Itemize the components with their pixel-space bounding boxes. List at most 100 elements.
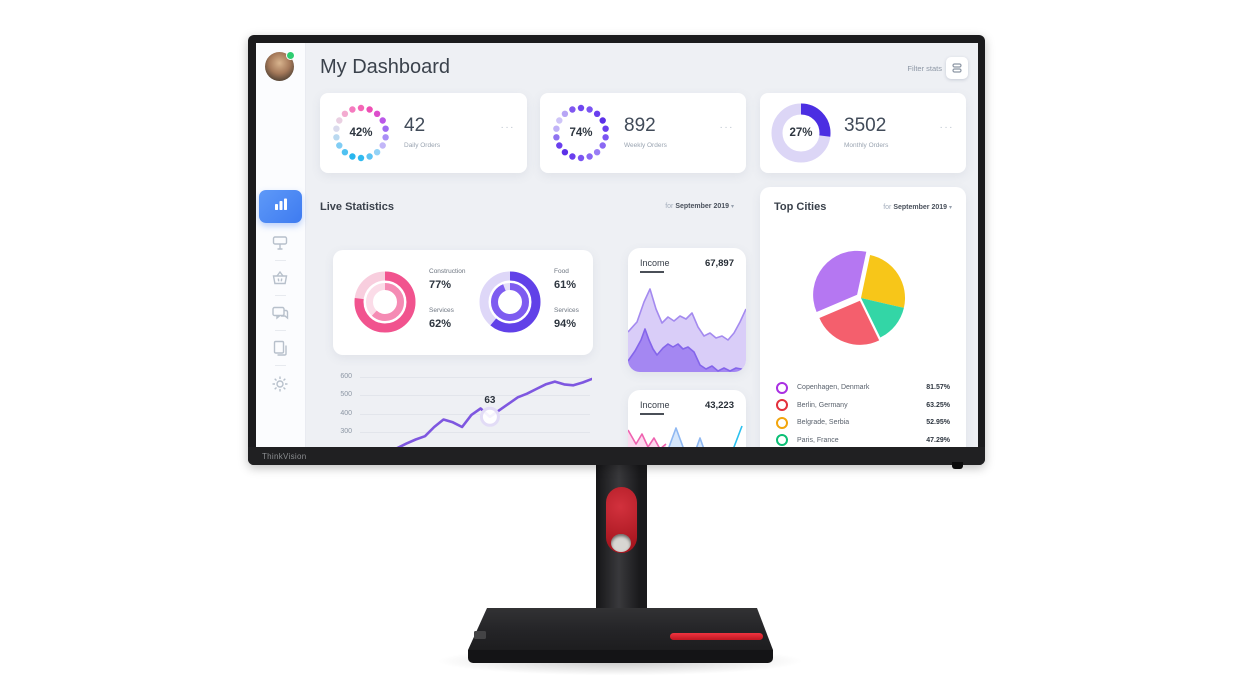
legend-pct: 81.57% <box>926 384 950 392</box>
legend-row: Berlin, Germany 63.25% <box>760 397 966 415</box>
legend-city: Berlin, Germany <box>797 401 848 409</box>
brand-logo: ThinkVision <box>262 451 307 461</box>
income-value: 43,223 <box>704 400 734 411</box>
y-axis-tick: 300 <box>340 428 352 435</box>
donut-label: Services <box>554 307 579 314</box>
legend-ring-icon <box>776 399 788 412</box>
income-label: Income <box>640 400 670 415</box>
top-cities-card: Top Cities for September 2019 ▾ Copenhag… <box>760 187 966 447</box>
income-label: Income <box>640 258 670 273</box>
screen: My Dashboard Filter stats 42% 42 Daily O… <box>256 43 978 447</box>
gridline <box>360 432 590 433</box>
filter-icon <box>952 63 962 73</box>
y-axis-tick: 400 <box>340 410 352 417</box>
bar-chart-icon <box>272 195 290 218</box>
daily-orders-ring <box>333 104 389 162</box>
power-button[interactable] <box>952 462 963 469</box>
page-title: My Dashboard <box>320 56 451 78</box>
live-statistics-title: Live Statistics <box>320 201 394 213</box>
donut-percent: 94% <box>554 318 577 330</box>
ring-percent: 42% <box>349 127 373 139</box>
base-red-stripe <box>670 633 763 640</box>
legend-city: Copenhagen, Denmark <box>797 384 870 392</box>
legend-ring-icon <box>776 434 788 447</box>
sidebar-item-settings[interactable] <box>269 373 291 395</box>
construction-services-donut <box>354 271 416 333</box>
pie-legend: Copenhagen, Denmark 81.57% Berlin, Germa… <box>760 379 966 447</box>
stat-label: Monthly Orders <box>844 142 889 149</box>
gridline <box>360 377 590 378</box>
legend-row: Paris, France 47.29% <box>760 432 966 448</box>
sidebar-item-analytics[interactable] <box>259 190 302 223</box>
bezel-bottom: ThinkVision <box>248 447 985 465</box>
signpost-icon <box>272 236 288 250</box>
income-value: 67,897 <box>704 258 734 269</box>
legend-city: Paris, France <box>797 436 839 444</box>
card-menu-button[interactable]: ··· <box>719 122 734 133</box>
sidebar-item-orders[interactable] <box>269 267 291 289</box>
stat-card-monthly: 27% 3502 Monthly Orders ··· <box>760 93 966 173</box>
sidebar <box>256 43 306 447</box>
divider <box>275 330 286 331</box>
legend-ring-icon <box>776 416 788 429</box>
svg-text:63: 63 <box>484 395 496 406</box>
legend-pct: 52.95% <box>926 419 950 427</box>
chat-icon <box>272 306 289 320</box>
donut-label: Services <box>429 307 454 314</box>
sidebar-item-documents[interactable] <box>269 337 291 359</box>
monitor-bezel: My Dashboard Filter stats 42% 42 Daily O… <box>248 35 985 469</box>
y-axis-tick: 600 <box>340 373 352 380</box>
food-services-donut <box>479 271 541 333</box>
y-axis-tick: 500 <box>340 391 352 398</box>
monthly-orders-ring <box>771 103 831 163</box>
top-cities-title: Top Cities <box>774 201 827 213</box>
basket-icon <box>272 270 288 285</box>
trend-line-chart: 63 <box>396 377 592 447</box>
weekly-orders-ring <box>553 104 609 162</box>
monitor-base-front <box>468 650 773 663</box>
income-mini-chart <box>628 425 743 447</box>
donut-percent: 77% <box>429 279 452 291</box>
gridline <box>360 395 590 396</box>
sidebar-item-campaigns[interactable] <box>269 232 291 254</box>
stat-label: Daily Orders <box>404 142 441 149</box>
stat-label: Weekly Orders <box>624 142 667 149</box>
gear-icon <box>272 376 288 392</box>
top-cities-pie <box>813 250 906 345</box>
category-donuts-card: Construction 77% Services 62% Food 61% S… <box>333 250 593 355</box>
stat-card-daily: 42% 42 Daily Orders ··· <box>320 93 527 173</box>
donut-label: Food <box>554 268 569 275</box>
legend-ring-icon <box>776 381 788 394</box>
stat-value: 892 <box>624 115 656 136</box>
online-status-dot <box>286 51 295 60</box>
stat-value: 3502 <box>844 115 887 136</box>
chevron-down-icon: ▾ <box>730 204 734 210</box>
donut-percent: 61% <box>554 279 577 291</box>
filter-stats-label[interactable]: Filter stats <box>907 64 942 73</box>
live-statistics-period-select[interactable]: for September 2019 ▾ <box>665 203 734 210</box>
card-menu-button[interactable]: ··· <box>939 122 954 133</box>
income-card-1: Income 67,897 <box>628 248 746 372</box>
gridline <box>360 414 590 415</box>
stat-value: 42 <box>404 115 426 136</box>
donut-percent: 62% <box>429 318 452 330</box>
income-card-2: Income 43,223 <box>628 390 746 447</box>
cable-hole <box>611 534 631 552</box>
divider <box>275 260 286 261</box>
stat-card-weekly: 74% 892 Weekly Orders ··· <box>540 93 746 173</box>
legend-row: Belgrade, Serbia 52.95% <box>760 414 966 432</box>
base-logo-chip <box>474 631 486 639</box>
sidebar-item-messages[interactable] <box>269 302 291 324</box>
card-menu-button[interactable]: ··· <box>500 122 515 133</box>
income-area-chart <box>628 288 746 372</box>
filter-stats-button[interactable] <box>946 57 968 79</box>
donut-label: Construction <box>429 268 466 275</box>
chevron-down-icon: ▾ <box>948 205 952 211</box>
documents-icon <box>273 340 287 356</box>
divider <box>275 365 286 366</box>
top-cities-period-select[interactable]: for September 2019 ▾ <box>883 204 952 211</box>
ring-percent: 27% <box>789 127 813 139</box>
legend-pct: 47.29% <box>926 436 950 444</box>
legend-row: Copenhagen, Denmark 81.57% <box>760 379 966 397</box>
